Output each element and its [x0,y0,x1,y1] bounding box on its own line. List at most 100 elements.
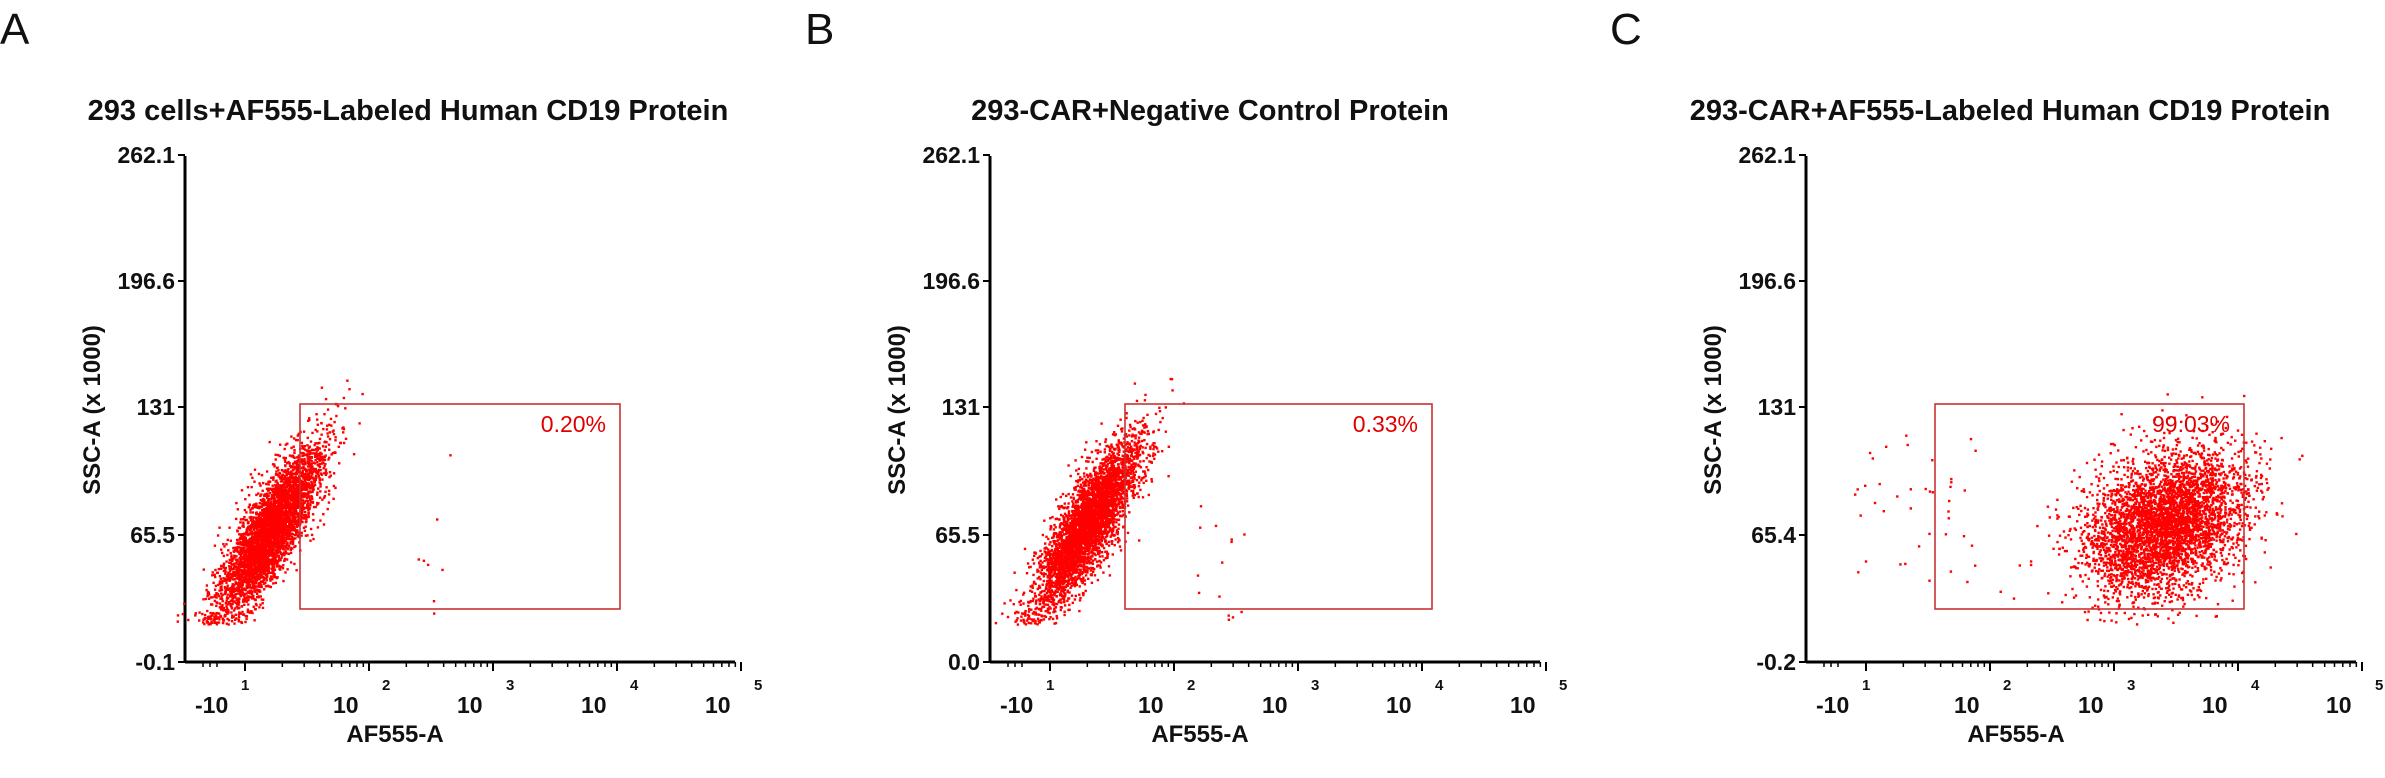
data-point [266,541,270,544]
data-point [217,621,221,624]
data-point [1031,599,1035,603]
data-point [329,474,332,477]
data-point [294,489,297,492]
data-point [267,545,270,548]
x-tick-label: 10 [705,692,731,718]
data-point [293,533,297,537]
data-point [309,458,312,461]
data-point [236,563,240,566]
data-point [229,539,232,542]
data-point [261,558,264,561]
data-point [259,566,262,569]
data-point [284,571,287,574]
data-point [250,530,253,534]
data-point [224,570,227,573]
data-point [252,541,255,545]
data-point [296,506,299,509]
data-point [251,506,255,510]
data-point [301,446,304,450]
data-point [286,568,289,571]
data-point [302,452,305,455]
data-point [283,501,287,504]
data-point [284,540,287,543]
data-point [275,548,278,552]
data-point [292,468,295,471]
data-point [232,546,235,550]
data-point [308,417,311,420]
data-point [270,554,273,557]
data-point [324,454,327,457]
data-point [275,550,279,553]
data-point [244,588,247,592]
data-point [239,562,242,565]
data-point [292,496,295,499]
data-point [246,568,250,571]
data-point [1069,517,1072,520]
data-point [296,520,299,523]
data-point [238,597,241,601]
data-point [206,592,210,596]
data-point [238,556,241,560]
x-tick-exponent: 2 [382,677,390,694]
data-point [1066,599,1069,603]
data-point [286,546,289,550]
data-point [994,621,998,625]
data-point [306,502,310,505]
data-point [260,529,264,532]
data-point [290,446,293,450]
data-point [274,511,277,514]
data-point [260,502,264,505]
data-point [287,526,290,529]
data-point [310,456,314,459]
data-point [283,553,286,557]
data-point [240,569,243,573]
data-point [308,450,312,454]
data-point [277,507,280,510]
data-point [322,523,326,526]
data-point [214,575,217,579]
data-point [257,554,260,557]
data-point [300,461,303,464]
data-point [295,469,298,472]
data-point [264,570,267,573]
data-point [259,569,263,572]
data-point [224,609,227,612]
data-point [255,604,258,607]
data-point [233,554,236,557]
data-point [242,544,245,547]
data-point [260,562,263,565]
data-point [220,605,223,608]
data-point [261,580,265,583]
data-point [328,431,331,434]
data-point [327,501,331,504]
data-point [268,510,271,513]
data-point [284,443,287,446]
data-point [306,472,310,475]
data-point [235,605,238,608]
data-point [286,520,290,523]
data-point [260,493,263,496]
data-point [233,600,236,603]
data-point [281,532,284,535]
data-point [260,505,263,508]
data-point [300,482,303,486]
data-point [234,601,237,604]
data-point [316,491,319,494]
data-point [323,449,326,452]
data-point [268,549,271,553]
data-point [261,553,264,556]
data-point [255,502,258,505]
data-point [282,525,285,528]
data-point [270,563,274,566]
data-point [259,522,262,525]
data-point [233,622,236,625]
data-point [307,453,311,456]
data-point [289,525,292,528]
data-point [269,539,272,542]
data-point [225,586,229,590]
data-point [290,465,294,468]
data-point [245,584,248,587]
data-point [288,532,292,535]
data-point [272,476,275,479]
data-point [265,527,268,530]
